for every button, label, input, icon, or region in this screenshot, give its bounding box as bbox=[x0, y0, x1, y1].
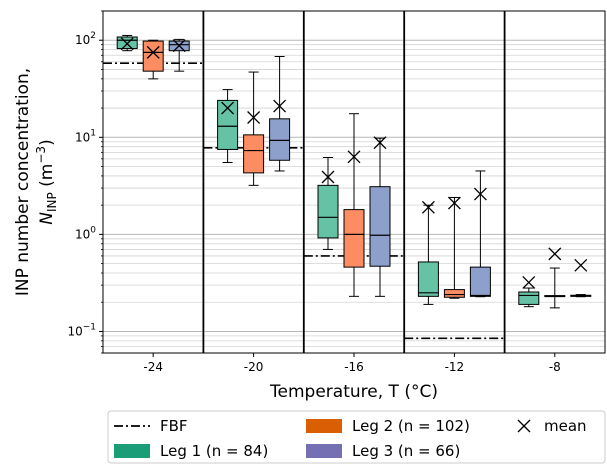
mean-stroke bbox=[447, 196, 461, 210]
legend-label: Leg 3 (n = 66) bbox=[352, 442, 460, 460]
x-tick-label: -8 bbox=[549, 360, 561, 374]
mean-markers bbox=[120, 37, 588, 289]
box-plot bbox=[217, 89, 239, 164]
mean-stroke bbox=[574, 258, 588, 272]
legend-swatch bbox=[306, 419, 342, 433]
y-tick-label: 102 bbox=[75, 31, 96, 47]
y-axis-title-line1: INP number concentration, bbox=[13, 68, 33, 296]
box-plot bbox=[142, 39, 164, 80]
legend-item: mean bbox=[517, 417, 587, 435]
mean-marker bbox=[120, 37, 134, 51]
y-axis-ticks: 10−1 100 101 102 bbox=[67, 10, 103, 354]
legend-label: Leg 1 (n = 84) bbox=[160, 442, 268, 460]
mean-marker bbox=[172, 39, 186, 53]
mean-stroke bbox=[273, 99, 287, 113]
y-tick-label: 100 bbox=[75, 225, 96, 241]
mean-stroke bbox=[120, 37, 134, 51]
box-plot bbox=[317, 156, 339, 250]
y-axis-unit-open: (m bbox=[37, 164, 57, 193]
box bbox=[417, 261, 439, 297]
mean-stroke bbox=[221, 101, 235, 115]
mean-stroke bbox=[548, 247, 562, 261]
box-plot bbox=[469, 170, 491, 298]
mean-marker bbox=[522, 275, 536, 289]
mean-marker bbox=[321, 170, 335, 184]
y-axis-title-line2: NINP (m−3) bbox=[34, 139, 59, 224]
mean-marker bbox=[221, 101, 235, 115]
legend-frame bbox=[107, 410, 606, 464]
x-tick-label: -20 bbox=[244, 360, 264, 374]
legend-label: FBF bbox=[160, 417, 188, 435]
x-tick-label: -24 bbox=[143, 360, 163, 374]
y-axis-subscript: INP bbox=[45, 192, 59, 212]
box bbox=[243, 134, 265, 174]
legend-item: Leg 2 (n = 102) bbox=[306, 417, 470, 435]
y-axis-unit-exponent: −3 bbox=[34, 146, 48, 164]
box-plot bbox=[343, 113, 365, 297]
legend-label: mean bbox=[544, 417, 587, 435]
mean-marker bbox=[473, 187, 487, 201]
y-tick-label: 101 bbox=[75, 128, 96, 144]
box bbox=[142, 40, 164, 72]
mean-marker bbox=[146, 45, 160, 59]
x-axis-title: Temperature, T (°C) bbox=[269, 382, 438, 402]
box bbox=[443, 289, 465, 298]
mean-marker bbox=[373, 136, 387, 150]
box-plot bbox=[116, 34, 138, 52]
x-tick-label: -12 bbox=[445, 360, 465, 374]
mean-stroke bbox=[172, 39, 186, 53]
box bbox=[116, 36, 138, 50]
mean-marker bbox=[273, 99, 287, 113]
box-plot bbox=[544, 267, 566, 309]
box bbox=[317, 184, 339, 239]
y-tick-label: 10−1 bbox=[67, 322, 96, 338]
panel-separators bbox=[202, 11, 506, 353]
mean-marker bbox=[247, 111, 261, 124]
box-plot bbox=[243, 71, 265, 186]
legend-swatch bbox=[306, 444, 342, 458]
mean-stroke bbox=[522, 275, 536, 289]
box bbox=[369, 186, 391, 267]
box-plot bbox=[269, 55, 291, 172]
mean-stroke bbox=[347, 150, 361, 164]
box-plot bbox=[570, 294, 592, 298]
legend-label: Leg 2 (n = 102) bbox=[352, 417, 470, 435]
mean-stroke bbox=[373, 136, 387, 150]
box-plot bbox=[417, 204, 439, 305]
box-plots bbox=[116, 34, 592, 309]
box bbox=[343, 209, 365, 268]
mean-marker bbox=[548, 247, 562, 261]
legend-item: FBF bbox=[114, 417, 188, 435]
mean-marker bbox=[347, 150, 361, 164]
box-plot bbox=[443, 196, 465, 299]
box bbox=[518, 291, 540, 305]
mean-marker bbox=[421, 200, 435, 214]
mean-stroke bbox=[146, 45, 160, 59]
x-axis-ticks: -24 -20 -16 -12 -8 bbox=[143, 353, 561, 374]
legend-mean-swatch bbox=[517, 419, 531, 433]
mean-stroke bbox=[321, 170, 335, 184]
mean-marker bbox=[447, 196, 461, 210]
y-axis-symbol: N bbox=[37, 212, 57, 225]
box bbox=[269, 118, 291, 161]
legend-swatch bbox=[114, 444, 150, 458]
x-tick-label: -16 bbox=[344, 360, 364, 374]
mean-marker bbox=[574, 258, 588, 272]
y-axis-unit-close: ) bbox=[37, 139, 57, 146]
mean-stroke bbox=[421, 200, 435, 214]
mean-stroke bbox=[247, 111, 261, 124]
box bbox=[469, 266, 491, 297]
box-plot bbox=[369, 137, 391, 297]
legend-item: Leg 1 (n = 84) bbox=[114, 442, 268, 460]
mean-stroke bbox=[473, 187, 487, 201]
legend-item: Leg 3 (n = 66) bbox=[306, 442, 460, 460]
legend: FBF Leg 1 (n = 84) Leg 2 (n = 102) Leg 3 (n… bbox=[107, 410, 606, 464]
box-plot bbox=[518, 287, 540, 308]
